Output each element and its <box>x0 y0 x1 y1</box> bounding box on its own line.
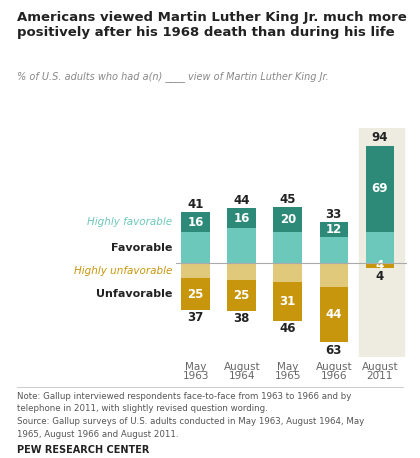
Text: 38: 38 <box>234 312 250 326</box>
Bar <box>228 229 256 263</box>
Text: 63: 63 <box>326 344 342 357</box>
Bar <box>320 222 348 237</box>
Bar <box>273 263 302 282</box>
Text: PEW RESEARCH CENTER: PEW RESEARCH CENTER <box>17 445 149 455</box>
Text: 25: 25 <box>234 289 250 302</box>
Bar <box>181 232 210 263</box>
Text: Favorable: Favorable <box>111 243 172 253</box>
Text: 41: 41 <box>188 197 204 211</box>
Text: Highly favorable: Highly favorable <box>87 217 172 227</box>
Bar <box>273 207 302 232</box>
Text: 1963: 1963 <box>182 371 209 381</box>
Text: Unfavorable: Unfavorable <box>96 289 172 299</box>
Bar <box>181 263 210 278</box>
Text: telephone in 2011, with slightly revised question wording.: telephone in 2011, with slightly revised… <box>17 404 268 414</box>
Text: 37: 37 <box>188 311 204 324</box>
Text: 69: 69 <box>372 182 388 196</box>
Bar <box>320 263 348 287</box>
Text: 31: 31 <box>280 295 296 308</box>
Bar <box>320 237 348 263</box>
Bar <box>228 208 256 229</box>
Text: 45: 45 <box>279 192 296 206</box>
Text: 2011: 2011 <box>367 371 393 381</box>
Bar <box>228 280 256 311</box>
Bar <box>359 128 404 357</box>
Text: May: May <box>277 362 299 372</box>
Bar <box>365 146 394 232</box>
Text: 16: 16 <box>234 212 250 225</box>
Text: 16: 16 <box>188 216 204 229</box>
Bar <box>365 263 394 268</box>
Bar <box>228 263 256 280</box>
Text: 1965: 1965 <box>275 371 301 381</box>
Text: 1966: 1966 <box>320 371 347 381</box>
Text: 44: 44 <box>326 308 342 321</box>
Bar <box>181 212 210 232</box>
Text: Highly unfavorable: Highly unfavorable <box>74 266 172 276</box>
Text: 4: 4 <box>375 259 384 273</box>
Bar <box>273 282 302 321</box>
Text: 44: 44 <box>234 194 250 207</box>
Text: 1965, August 1966 and August 2011.: 1965, August 1966 and August 2011. <box>17 430 179 439</box>
Text: 4: 4 <box>375 270 384 283</box>
Text: Source: Gallup surveys of U.S. adults conducted in May 1963, August 1964, May: Source: Gallup surveys of U.S. adults co… <box>17 417 364 426</box>
Text: 20: 20 <box>280 213 296 226</box>
Bar <box>320 287 348 342</box>
Text: 25: 25 <box>188 288 204 300</box>
Text: 33: 33 <box>326 207 342 221</box>
Text: August: August <box>315 362 352 372</box>
Text: May: May <box>185 362 206 372</box>
Text: 12: 12 <box>326 223 342 236</box>
Text: 46: 46 <box>279 322 296 335</box>
Text: 94: 94 <box>372 131 388 144</box>
Text: 1964: 1964 <box>228 371 255 381</box>
Bar <box>273 232 302 263</box>
Text: August: August <box>223 362 260 372</box>
Text: % of U.S. adults who had a(n) ____ view of Martin Luther King Jr.: % of U.S. adults who had a(n) ____ view … <box>17 71 328 82</box>
Text: August: August <box>362 362 398 372</box>
Bar <box>365 232 394 263</box>
Text: Note: Gallup interviewed respondents face-to-face from 1963 to 1966 and by: Note: Gallup interviewed respondents fac… <box>17 392 351 401</box>
Text: Americans viewed Martin Luther King Jr. much more
positively after his 1968 deat: Americans viewed Martin Luther King Jr. … <box>17 11 407 39</box>
Bar <box>181 278 210 310</box>
